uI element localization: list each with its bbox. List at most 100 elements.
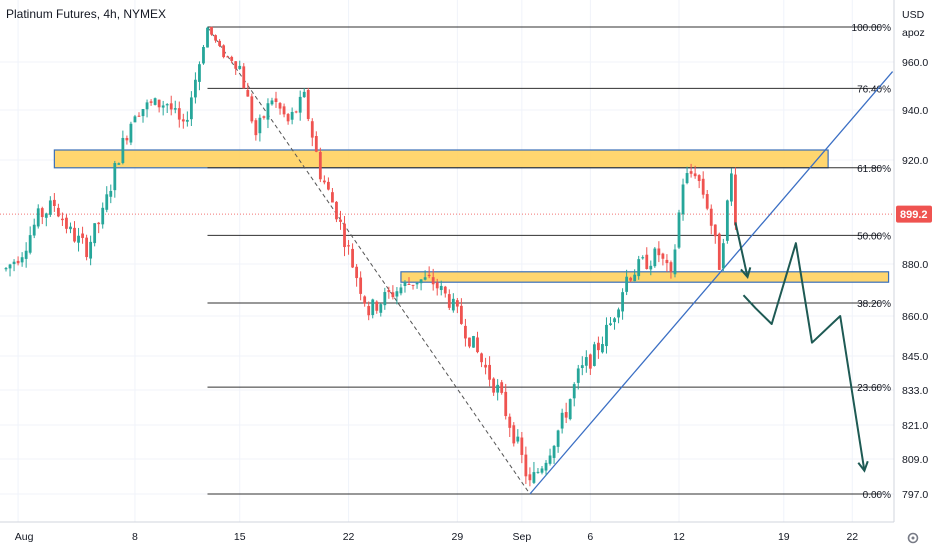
- x-ticks: Aug 8 15 22 29 Sep 6 12 19 22: [15, 531, 859, 543]
- zone-rect: [53, 149, 829, 169]
- candle-body: [230, 56, 234, 61]
- candle-body: [492, 378, 496, 393]
- candle-body: [141, 109, 145, 117]
- candle-body: [597, 342, 600, 351]
- zones: [53, 149, 890, 283]
- candle-body: [500, 382, 504, 393]
- candle-body: [637, 259, 641, 277]
- candle-body: [24, 250, 28, 259]
- candle-body: [371, 299, 375, 316]
- candle-body: [488, 364, 491, 380]
- fib-level-label: 23.60%: [857, 383, 891, 394]
- candle-body: [705, 194, 709, 209]
- candle-body: [564, 412, 568, 418]
- candle-body: [431, 277, 435, 285]
- fib-level-label: 0.00%: [863, 490, 891, 501]
- candle-body: [721, 243, 725, 269]
- candle-body: [302, 91, 306, 98]
- candle-body: [568, 399, 572, 420]
- candles: [4, 26, 737, 487]
- candle-body: [427, 274, 431, 277]
- candle-body: [266, 103, 270, 120]
- candle-body: [725, 200, 729, 241]
- candle-body: [238, 65, 242, 69]
- candle-body: [214, 35, 217, 41]
- candle-body: [210, 26, 213, 35]
- candle-body: [306, 90, 310, 119]
- candle-body: [97, 222, 101, 225]
- candle-body: [665, 259, 669, 264]
- candle-body: [480, 353, 483, 363]
- candle-body: [121, 137, 125, 164]
- y-tick-label: 809.0: [902, 454, 928, 466]
- candle-body: [584, 357, 588, 366]
- candle-body: [673, 249, 677, 275]
- candle-body: [395, 291, 399, 297]
- candle-body: [234, 61, 238, 69]
- candle-body: [65, 217, 68, 229]
- candle-body: [44, 213, 48, 218]
- candle-body: [391, 292, 395, 298]
- candle-body: [327, 181, 330, 190]
- candle-body: [588, 354, 592, 369]
- x-tick-label: 6: [587, 531, 593, 543]
- candle-body: [109, 190, 113, 197]
- y-tick-label: 821.0: [902, 420, 928, 432]
- candle-body: [613, 318, 616, 323]
- candle-body: [113, 163, 117, 191]
- candle-body: [93, 223, 97, 244]
- candle-body: [576, 368, 580, 383]
- candle-body: [206, 27, 209, 48]
- candle-body: [181, 119, 185, 122]
- candle-body: [359, 277, 363, 294]
- candle-body: [262, 116, 266, 118]
- candle-body: [28, 235, 32, 253]
- ascending-trendline: [529, 71, 894, 495]
- candle-body: [12, 261, 16, 265]
- candle-body: [194, 79, 197, 98]
- candle-body: [375, 301, 379, 311]
- candle-body: [56, 207, 60, 217]
- candle-body: [198, 64, 201, 82]
- fib-level-label: 50.00%: [857, 231, 891, 242]
- candle-body: [621, 292, 624, 312]
- candle-body: [4, 268, 8, 270]
- candle-body: [536, 471, 540, 473]
- candle-body: [81, 233, 84, 238]
- candle-body: [617, 309, 620, 318]
- candle-body: [512, 425, 516, 444]
- x-tick-label: 8: [132, 531, 138, 543]
- candle-body: [484, 364, 487, 368]
- candle-body: [403, 281, 407, 287]
- candle-body: [335, 201, 338, 220]
- x-tick-label: 22: [343, 531, 355, 543]
- y-tick-label: 960.0: [902, 57, 928, 69]
- last-price-tag: [896, 205, 932, 223]
- candle-body: [278, 103, 282, 109]
- candle-body: [717, 233, 721, 270]
- candle-body: [476, 337, 479, 353]
- settings-icon[interactable]: [907, 532, 919, 544]
- candle-body: [322, 180, 326, 183]
- candle-body: [8, 264, 12, 269]
- candle-body: [685, 173, 689, 184]
- candle-body: [609, 323, 612, 326]
- candle-body: [713, 224, 717, 237]
- candle-body: [468, 337, 471, 347]
- y-tick-label: 833.0: [902, 385, 928, 397]
- candle-body: [250, 96, 254, 122]
- last-price-value: 899.2: [900, 209, 928, 221]
- x-tick-label: Sep: [512, 531, 531, 543]
- candle-body: [290, 111, 294, 120]
- candle-body: [633, 274, 637, 282]
- candle-body: [681, 184, 685, 215]
- candle-body: [202, 46, 205, 64]
- candle-body: [36, 208, 40, 227]
- fib-level-label: 38.20%: [857, 299, 891, 310]
- candle-body: [177, 108, 181, 120]
- candle-body: [173, 108, 177, 110]
- candle-body: [387, 290, 391, 293]
- fib-level-label: 61.80%: [857, 164, 891, 175]
- candle-body: [363, 296, 367, 304]
